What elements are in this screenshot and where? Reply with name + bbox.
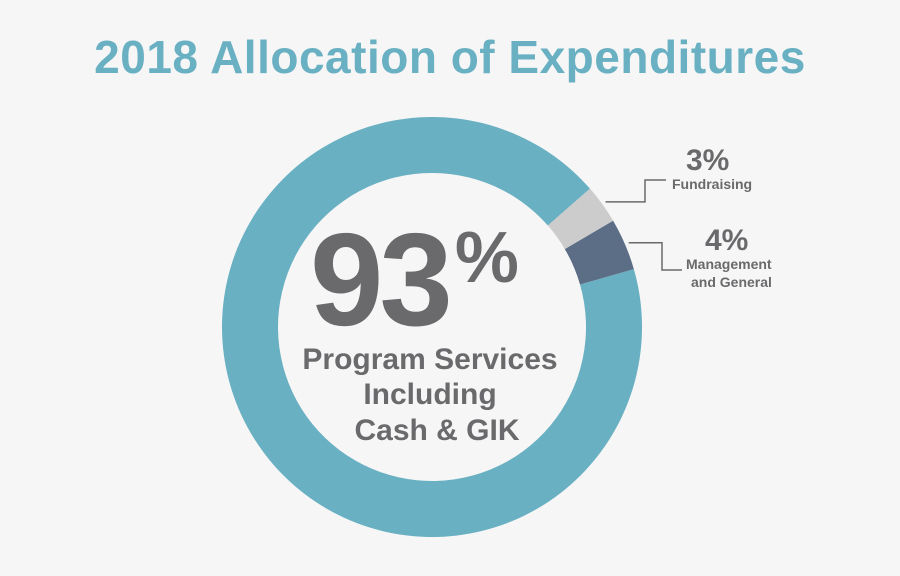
center-label-line-3: Cash & GIK <box>354 413 520 447</box>
management-leader-line <box>628 241 682 271</box>
fundraising-leader-line <box>605 179 666 203</box>
center-label: Program Services Including Cash & GIK <box>280 342 580 448</box>
management-label: Management and General <box>686 256 772 291</box>
slice-fundraising <box>547 188 614 250</box>
slice-management-general <box>564 220 634 285</box>
chart-title: 2018 Allocation of Expenditures <box>94 31 806 83</box>
center-percentage: 93% <box>310 214 519 346</box>
center-label-line-2: Including <box>363 378 497 412</box>
fundraising-percentage: 3% <box>686 144 730 177</box>
center-percentage-sign: % <box>454 218 519 298</box>
center-percentage-number: 93 <box>310 206 453 353</box>
management-label-line-2: and General <box>691 273 772 290</box>
center-label-line-1: Program Services <box>302 343 558 376</box>
management-percentage: 4% <box>705 224 749 257</box>
management-label-line-1: Management <box>686 256 772 272</box>
fundraising-label: Fundraising <box>672 176 753 192</box>
